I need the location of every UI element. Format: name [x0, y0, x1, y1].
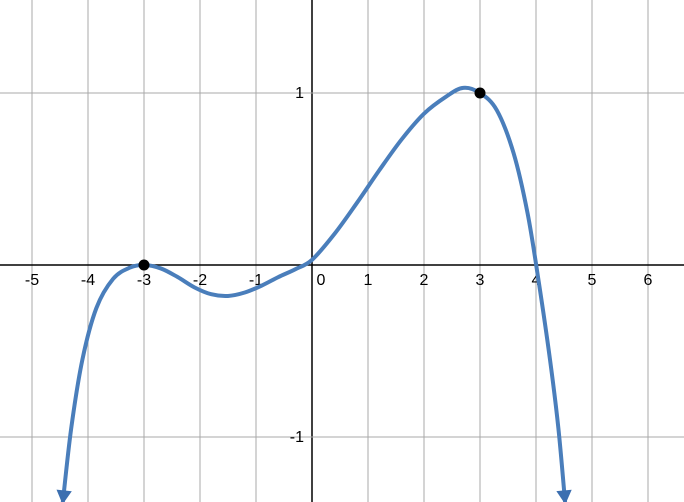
- x-tick-label: -3: [137, 272, 151, 289]
- x-tick-label: 1: [364, 272, 373, 289]
- x-tick-label: 0: [317, 272, 326, 289]
- x-tick-label: 5: [588, 272, 597, 289]
- x-tick-label: 3: [476, 272, 485, 289]
- data-point-marker: [139, 260, 150, 271]
- y-tick-label: 1: [295, 85, 304, 102]
- x-tick-label: 2: [420, 272, 429, 289]
- y-tick-label: -1: [290, 429, 304, 446]
- function-graph: -5-4-3-2-10123456-11: [0, 0, 684, 502]
- data-point-marker: [475, 88, 486, 99]
- x-tick-label: -5: [25, 272, 39, 289]
- x-tick-label: -4: [81, 272, 95, 289]
- x-tick-label: 6: [644, 272, 653, 289]
